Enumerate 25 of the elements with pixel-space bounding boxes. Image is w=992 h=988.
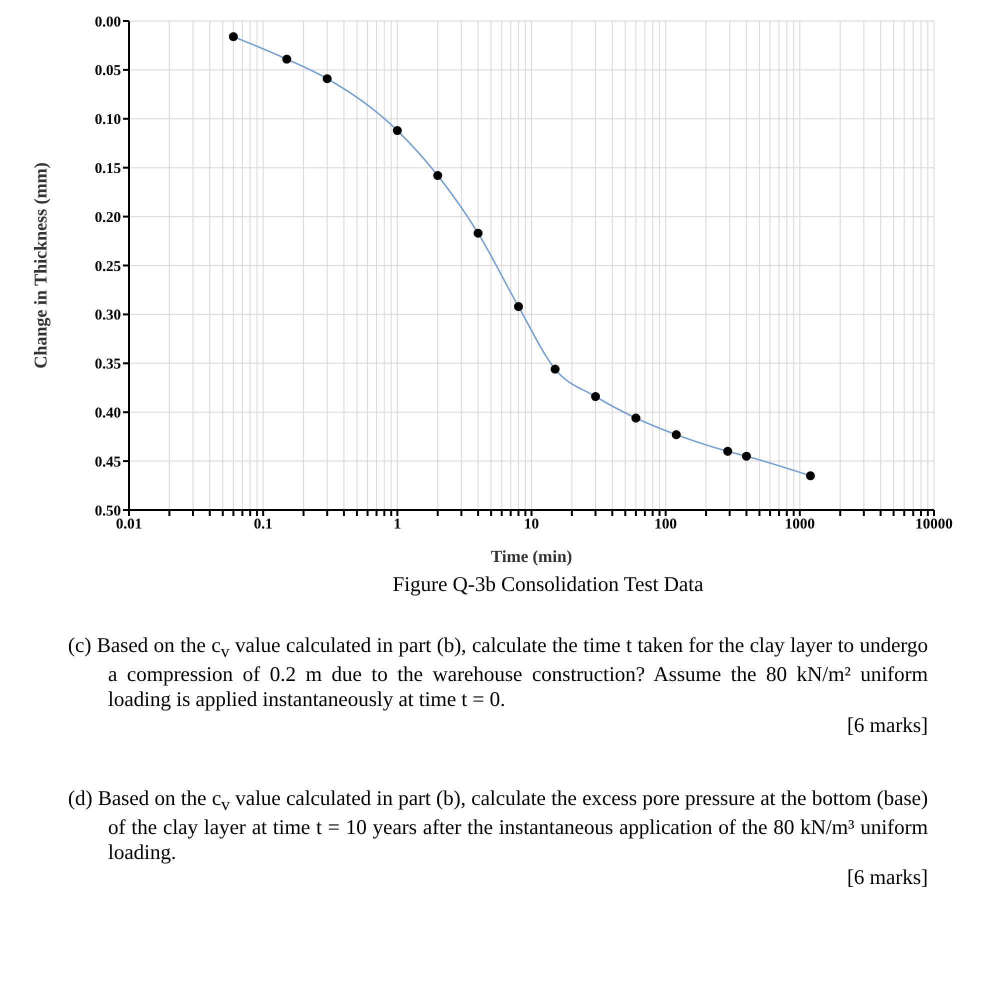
- y-tick-label: 0.15: [94, 161, 121, 178]
- y-tick-label: 0.20: [94, 210, 121, 226]
- y-tick-label: 0.30: [94, 308, 121, 324]
- y-tick-label: 0.45: [94, 454, 121, 470]
- text: (d) Based on the c$_{v}$ value calculated in part (b), calculate the excess pore pressure at the bottom (base) of the clay layer at time t = 10 years after the instantaneous application of the 80 kN/m³ uniform loading.: [68, 786, 928, 866]
- text: (c) Based on the c$_{v}$ value calculated in part (b), calculate the time t taken for the clay layer to undergo a compression of 0.2 m due to the warehouse construction? Assume the 80 kN/m² uniform loading is applied instantaneously at time t = 0.: [68, 633, 928, 713]
- y-tick-label: 0.50: [94, 503, 121, 520]
- text: [6 marks]: [846, 865, 928, 890]
- x-tick-label: 1: [394, 516, 402, 533]
- x-tick-label: 0.1: [254, 516, 273, 533]
- x-axis-title: Time (min): [490, 547, 572, 566]
- x-tick-label: 10: [524, 516, 539, 533]
- text: [6 marks]: [846, 712, 928, 738]
- x-tick-label: 1000: [784, 516, 815, 533]
- y-tick-label: 0.00: [94, 14, 121, 30]
- y-tick-label: 0.25: [94, 258, 121, 275]
- y-tick-label: 0.10: [94, 112, 121, 128]
- y-axis-title: Change in Thickness (mm): [30, 162, 50, 369]
- x-tick-label: 100: [654, 516, 677, 533]
- y-tick-label: 0.40: [94, 406, 121, 422]
- y-tick-label: 0.35: [94, 356, 121, 373]
- text: Figure Q-3b Consolidation Test Data: [392, 572, 704, 597]
- x-tick-label: 0.01: [116, 516, 142, 533]
- y-tick-label: 0.05: [94, 63, 121, 80]
- x-tick-label: 10000: [915, 516, 953, 533]
